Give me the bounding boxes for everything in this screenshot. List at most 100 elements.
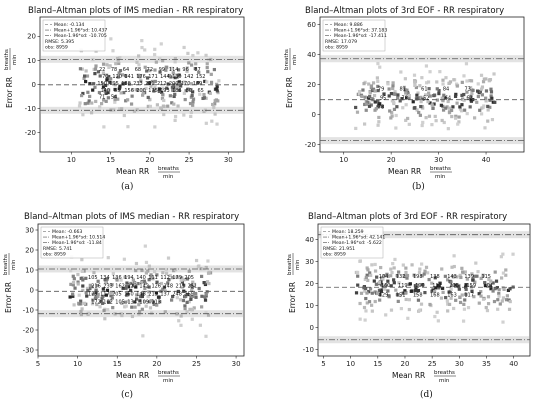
data-point (426, 271, 430, 275)
data-point (415, 283, 420, 287)
data-point (143, 286, 147, 290)
legend-mean: Mean: -0.663 (52, 229, 82, 235)
data-point (363, 277, 367, 282)
data-point (466, 305, 471, 310)
data-point (143, 244, 147, 248)
data-point (204, 311, 208, 315)
data-point (93, 72, 97, 76)
data-point (455, 84, 459, 88)
data-point (171, 88, 175, 92)
data-point (411, 100, 415, 104)
data-point (110, 283, 114, 287)
density-label: 122 (127, 283, 137, 289)
y-tick-label: 10 (25, 266, 34, 274)
data-point (186, 51, 190, 55)
data-point (433, 114, 437, 119)
panel-b: Bland–Altman plots of 3rd EOF - RR respi… (284, 6, 525, 192)
data-point (104, 293, 108, 297)
data-point (102, 98, 106, 102)
data-point (378, 65, 382, 69)
data-point (87, 311, 91, 315)
data-point (175, 75, 179, 79)
data-point (377, 280, 382, 284)
data-point (493, 287, 497, 291)
data-point (488, 284, 492, 288)
density-label: 194 (124, 275, 134, 281)
data-point (209, 72, 213, 76)
data-point (390, 111, 394, 115)
data-point (78, 302, 82, 306)
data-point (105, 288, 110, 292)
data-point (169, 298, 174, 302)
data-point (380, 283, 384, 287)
data-point (434, 286, 438, 290)
data-point (417, 110, 421, 115)
data-point (428, 94, 432, 98)
data-point (137, 54, 141, 58)
data-point (494, 279, 499, 283)
density-label: 141 (124, 74, 134, 80)
data-point (414, 292, 418, 296)
data-point (441, 290, 445, 295)
data-point (364, 296, 368, 301)
data-point (397, 270, 401, 274)
data-point (103, 317, 107, 321)
data-point (404, 297, 408, 302)
data-point (424, 116, 428, 120)
data-point (405, 88, 409, 92)
legend-rmse: RMSE: 21.951 (323, 246, 355, 252)
density-label: 65 (198, 88, 204, 94)
data-point (72, 277, 76, 281)
x-axis-label: Mean RR (388, 167, 421, 176)
data-point (99, 299, 103, 304)
data-point (134, 268, 138, 273)
data-point (428, 70, 432, 74)
data-point (367, 104, 372, 108)
data-point (459, 109, 464, 113)
data-point (464, 287, 468, 291)
x-axis-unit-numerator: breaths (158, 370, 179, 376)
data-point (71, 283, 75, 287)
data-point (489, 94, 493, 98)
data-point (428, 302, 432, 307)
data-point (140, 93, 145, 97)
data-point (446, 302, 450, 306)
data-point (495, 286, 499, 290)
data-point (161, 271, 165, 275)
data-point (377, 115, 381, 120)
data-point (101, 294, 105, 298)
panel-caption: (c) (121, 389, 133, 400)
data-point (148, 306, 153, 310)
data-point (489, 90, 494, 94)
y-tick-label: 40 (307, 51, 316, 59)
data-point (79, 299, 83, 303)
data-point (479, 276, 483, 281)
data-point (180, 285, 184, 289)
data-point (130, 305, 134, 309)
data-point (109, 37, 113, 41)
data-point (124, 74, 128, 78)
data-point (172, 269, 176, 273)
data-point (392, 281, 396, 285)
data-point (84, 69, 88, 73)
density-label: 134 (100, 275, 110, 281)
data-point (78, 101, 82, 105)
data-point (117, 61, 121, 66)
data-point (508, 299, 512, 304)
data-point (198, 92, 202, 96)
data-point (131, 283, 136, 288)
data-point (120, 73, 125, 77)
data-point (413, 83, 417, 87)
data-point (214, 87, 218, 91)
density-label: 62 (466, 96, 472, 102)
data-point (190, 307, 194, 312)
data-point (463, 298, 467, 302)
density-label: 156 (124, 88, 134, 94)
data-point (157, 87, 161, 91)
data-point (406, 116, 410, 121)
data-point (155, 280, 159, 284)
data-point (452, 264, 456, 269)
data-point (386, 279, 390, 283)
data-point (182, 80, 186, 84)
data-point (445, 299, 449, 303)
